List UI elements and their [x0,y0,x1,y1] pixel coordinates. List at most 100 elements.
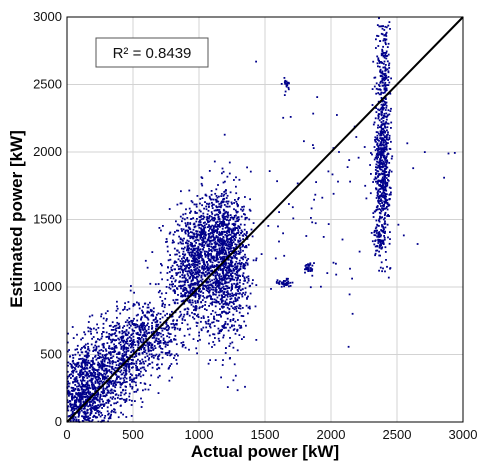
data-point [128,395,131,398]
data-point [384,88,387,90]
data-point [385,57,388,60]
data-point [381,50,384,53]
data-point [92,402,94,405]
data-point [377,126,379,129]
data-point [198,262,201,265]
data-point [77,366,80,368]
data-point [189,241,192,244]
data-point [198,296,201,299]
data-point [205,326,208,329]
data-point [174,268,176,271]
data-point [81,396,84,398]
data-point [96,369,99,371]
data-point [84,400,87,403]
data-point [80,373,83,376]
data-point [101,367,104,370]
data-point [243,205,245,208]
data-point [81,383,84,386]
data-point [231,229,234,232]
data-point [197,273,200,275]
data-point [278,240,280,243]
data-point [115,378,118,381]
data-point [173,290,176,293]
data-point [207,330,210,332]
data-point [376,182,379,185]
data-point [385,155,388,158]
data-point [88,349,91,352]
data-point [190,255,193,258]
data-point [116,367,119,370]
data-point [75,407,78,410]
data-point [177,265,180,268]
data-point [311,268,314,271]
data-point [206,216,208,218]
data-point [100,356,103,359]
data-point [84,333,87,336]
data-point [224,211,227,214]
data-point [86,352,89,355]
data-point [216,242,219,245]
data-point [238,225,241,228]
data-point [103,389,106,392]
data-point [123,353,126,356]
data-point [136,301,138,304]
data-point [164,303,166,306]
data-point [219,252,222,255]
data-point [382,187,385,189]
data-point [211,264,214,266]
data-point [386,205,388,208]
data-point [225,253,228,256]
data-point [174,326,177,329]
data-point [379,134,381,137]
data-point [121,355,124,357]
data-point [76,385,78,388]
data-point [87,419,90,421]
data-point [140,323,143,326]
data-point [202,259,205,262]
data-point [238,286,241,289]
data-point [227,272,229,274]
data-point [80,404,83,407]
data-point [219,313,222,316]
data-point [376,134,379,137]
data-point [117,351,120,354]
data-point [190,283,193,285]
data-point [379,196,381,198]
data-point [307,264,310,267]
data-point [181,300,184,302]
data-point [168,379,171,382]
data-point [80,358,82,360]
data-point [224,322,227,325]
data-point [192,305,195,308]
data-point [384,109,387,111]
data-point [171,310,173,313]
data-point [382,183,384,186]
data-point [382,117,385,119]
data-point [221,244,224,247]
data-point [197,245,200,248]
data-point [140,318,142,321]
data-point [197,282,200,284]
data-point [125,377,128,380]
data-point [379,158,381,160]
data-point [144,388,147,391]
data-point [77,406,80,409]
data-point [183,283,186,286]
data-point [203,250,206,253]
data-point [119,343,122,346]
data-point [235,260,238,263]
data-point [255,259,257,262]
data-point [95,389,97,391]
data-point [72,381,74,384]
data-point [135,374,138,377]
data-point [108,365,111,368]
data-point [225,298,228,301]
data-point [381,137,384,139]
data-point [388,172,390,174]
data-point [161,329,164,332]
data-point [133,303,136,306]
data-point [233,300,235,303]
data-point [156,313,158,316]
data-point [213,203,215,206]
data-point [201,259,203,262]
